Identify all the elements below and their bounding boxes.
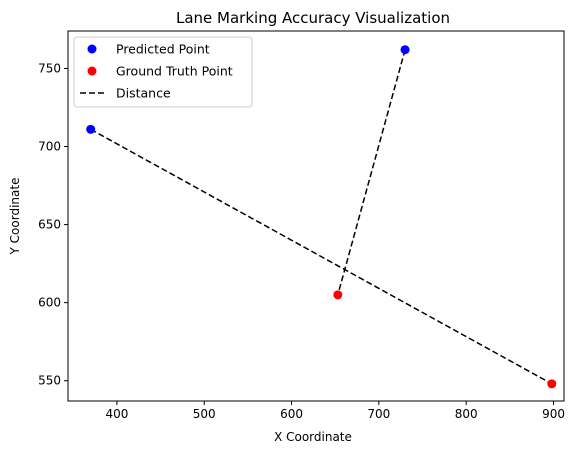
x-tick-label: 900	[542, 407, 565, 421]
legend: Predicted Point Ground Truth Point Distanc…	[73, 36, 253, 108]
legend-predicted-point-swatch	[87, 44, 97, 54]
x-axis-label: X Coordinate	[274, 430, 352, 444]
y-tick-label: 550	[38, 374, 61, 388]
predicted-point-marker	[400, 45, 410, 55]
chart-title: Lane Marking Accuracy Visualization	[176, 9, 450, 27]
x-tick-label: 500	[193, 407, 216, 421]
plot-area	[67, 30, 565, 402]
legend-predicted-point-label: Predicted Point	[116, 42, 210, 57]
y-axis-label: Y Coordinate	[8, 178, 22, 256]
y-tick-label: 750	[38, 61, 61, 75]
legend-ground-truth-point-swatch	[87, 66, 97, 76]
ground-truth-point-marker	[333, 290, 343, 300]
distance-line	[90, 128, 553, 385]
x-tick-label: 700	[367, 407, 390, 421]
chart-marks	[86, 45, 557, 389]
predicted-point-marker	[86, 124, 96, 134]
x-tick-label: 400	[105, 407, 128, 421]
y-tick-label: 700	[38, 140, 61, 154]
ground-truth-point-marker	[547, 379, 557, 389]
x-tick-label: 800	[455, 407, 478, 421]
distance-line	[337, 49, 406, 296]
legend-ground-truth-point-label: Ground Truth Point	[116, 64, 233, 79]
y-tick-label: 650	[38, 218, 61, 232]
legend-distance-label: Distance	[116, 86, 171, 101]
y-axis-ticks: 550 600 650 700 750	[38, 61, 68, 388]
x-axis-ticks: 400 500 600 700 800 900	[105, 401, 565, 421]
legend-box	[73, 36, 253, 108]
y-tick-label: 600	[38, 296, 61, 310]
x-tick-label: 600	[280, 407, 303, 421]
